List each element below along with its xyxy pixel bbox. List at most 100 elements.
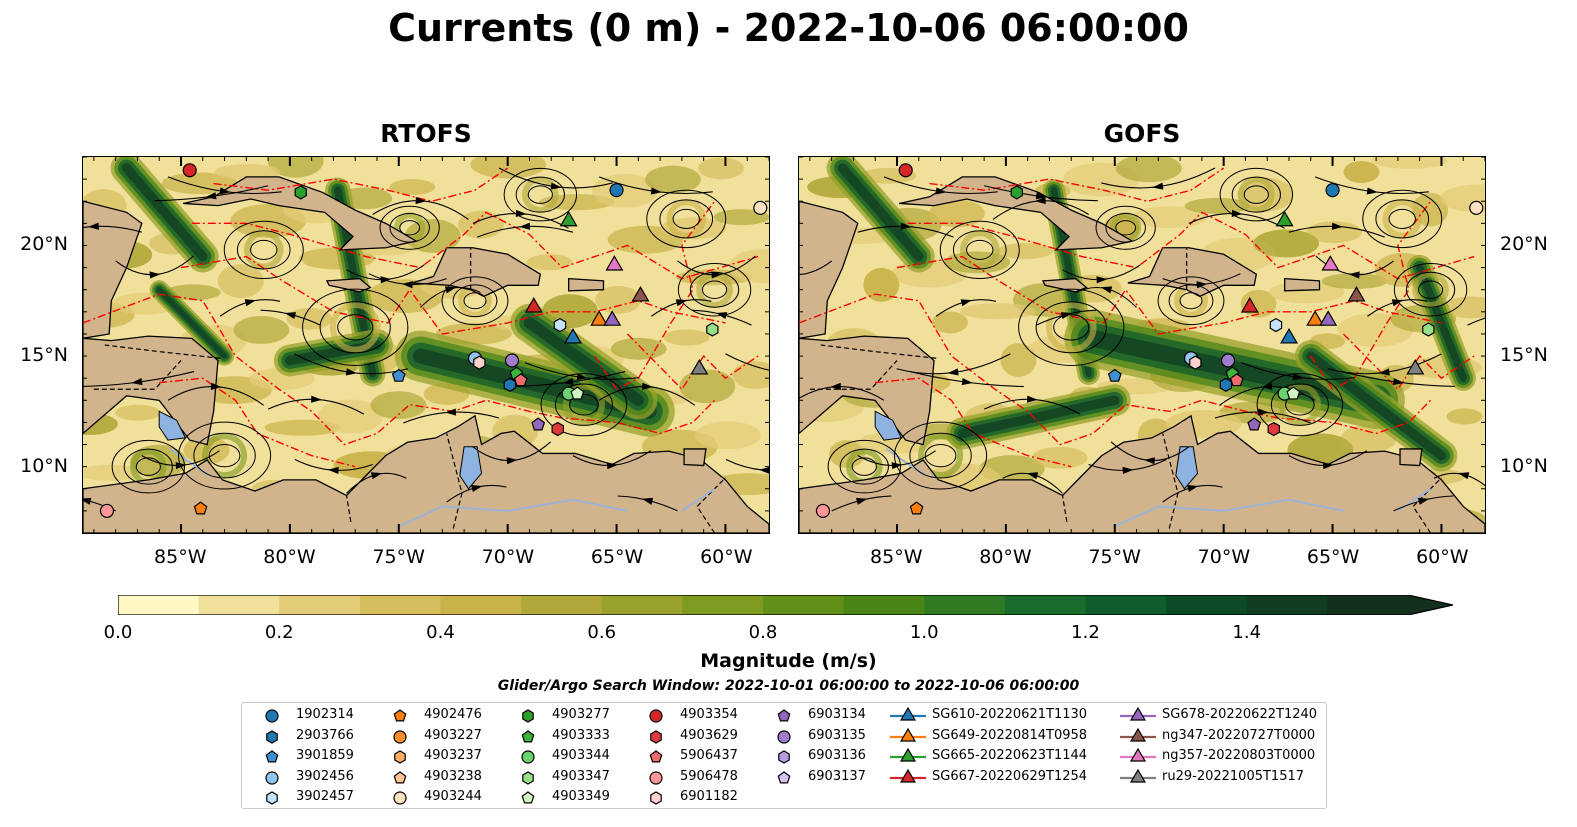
legend-marker [522,709,534,723]
legend-marker [899,727,917,742]
colorbar-tick-label: 1.2 [1071,622,1100,643]
legend-marker [393,709,407,722]
landmass [1399,448,1423,467]
colorbar-segment [440,595,522,615]
platform-1902314 [1325,183,1340,198]
platform-6901182 [1189,355,1202,370]
platform-SG667-20220629T1254 [1240,297,1259,313]
legend-label: 4903629 [680,727,738,743]
landmass [83,200,143,339]
platform-4903349 [1286,386,1301,400]
legend-marker [265,709,279,723]
lake [874,410,903,441]
colorbar-segment [118,595,200,615]
landmass [1127,247,1258,298]
colorbar-tick-label: 1.0 [909,622,939,643]
platform-ru29-20221005T1517 [1406,359,1425,375]
lon-tick-label: 65°W [1306,546,1360,568]
colorbar-segment [763,595,845,615]
legend-label: 2903766 [296,727,354,743]
platform-4903347 [1422,322,1435,337]
platform-4903354 [182,163,197,178]
search-window-text: Glider/Argo Search Window: 2022-10-01 06… [497,678,1080,694]
lake [1175,446,1199,490]
platform-ru29-20221005T1517 [690,359,709,375]
legend-marker [649,770,663,785]
eez-boundary [907,211,1475,280]
legend-marker [778,750,790,764]
lon-tick-label: 75°W [372,546,425,568]
legend-label: 4903277 [552,707,610,722]
legend-marker [1129,706,1147,721]
eez-boundary [929,167,1225,202]
legend-label: 6903137 [808,768,866,784]
landmass [899,176,1134,251]
lat-tick-label-right: 10°N [1500,455,1548,478]
colorbar-segment [1327,595,1409,615]
rtofs-current-map[interactable] [82,156,770,534]
platform-4903244 [1469,200,1484,215]
legend-label: 3902456 [296,768,354,784]
legend-marker [522,770,534,785]
colorbar-segment [521,595,603,615]
colorbar-tick-label: 0.6 [587,622,617,643]
colorbar-segment [843,595,925,615]
panel-title-gofs: GOFS [1103,119,1181,148]
lake [459,446,483,490]
platform-SG610-20220621T1130 [1280,327,1298,344]
legend-marker [394,750,406,764]
landmass [183,176,418,251]
colorbar-label: Magnitude (m/s) [700,650,877,672]
platform-5906437 [1229,373,1244,387]
legend-label: SG667-20220629T1254 [932,768,1088,784]
platform-2903766 [1219,377,1233,392]
current-streamlines [83,167,769,512]
legend-label: 4903347 [552,768,610,784]
lat-tick-label-left: 10°N [20,455,68,478]
legend-label: 6903134 [808,707,866,722]
legend-marker [777,729,791,744]
platform-5906478 [815,503,831,518]
legend-label: SG665-20220623T1144 [932,748,1088,763]
legend-marker [521,750,535,764]
platform-3901859 [1107,368,1122,382]
legend-marker [393,729,407,744]
legend-label: 4902476 [424,707,482,722]
platform-4903629 [551,421,564,437]
legend-label: ng347-20220727T0000 [1162,727,1316,743]
lon-tick-label: 70°W [481,546,535,568]
legend-label: 1902314 [296,707,354,722]
platform-ng347-20220727T0000 [1347,286,1366,302]
colorbar-segment [359,595,441,615]
platform-3901859 [391,368,406,382]
lon-tick-label: 85°W [154,546,207,568]
legend-label: SG649-20220814T0958 [932,727,1088,743]
colorbar-tick-label: 0.4 [426,622,455,643]
platform-4903347 [706,322,719,337]
legend-label: 4903244 [424,789,482,804]
colorbar-tick-label: 0.8 [748,622,778,643]
landmass [568,277,605,292]
colorbar-segment [1166,595,1248,615]
platform-SG665-20220623T1144 [1275,210,1294,227]
landmass [799,200,859,339]
platform-4903349 [570,386,585,400]
eez-boundary [213,167,509,202]
legend-label: 5906478 [680,768,738,784]
colorbar-segment [1246,595,1328,615]
eez-boundary [1310,200,1432,391]
platform-4903277 [294,185,307,200]
platform-SG667-20220629T1254 [524,297,543,313]
platform-4902476 [909,501,924,515]
platform-4903354 [898,163,913,178]
current-streamlines [799,167,1485,512]
platform-5906478 [99,503,115,518]
legend-marker [266,791,278,805]
platform-1902314 [609,183,624,198]
platform-markers [99,163,768,518]
platform-4902476 [193,501,208,515]
eez-boundary [594,200,716,391]
lat-tick-label-right: 20°N [1500,232,1548,255]
lake [158,410,187,441]
gofs-current-map[interactable] [798,156,1486,534]
